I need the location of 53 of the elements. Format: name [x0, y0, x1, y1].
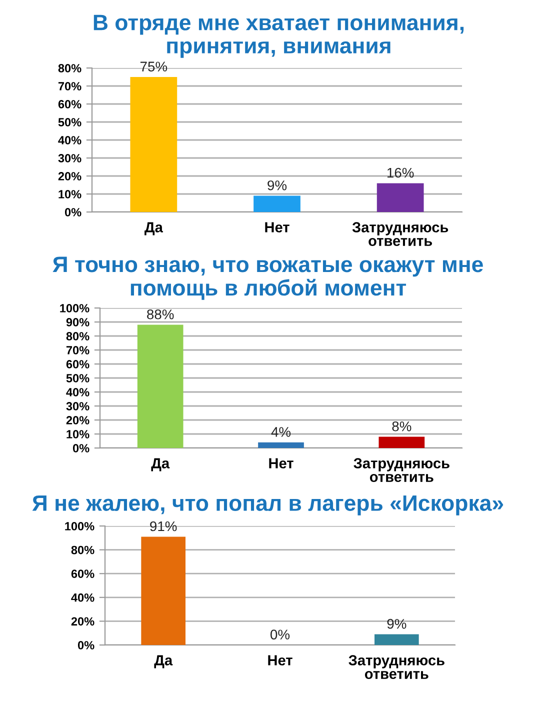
y-tick-label: 0%: [64, 208, 82, 216]
data-label: 8%: [392, 421, 412, 432]
y-tick-label: 90%: [66, 318, 90, 326]
bar: [378, 436, 425, 448]
bar: [258, 442, 304, 448]
bar: [137, 324, 184, 448]
data-label: 0%: [270, 630, 290, 640]
y-tick-label: 60%: [66, 360, 90, 368]
y-tick-label: 30%: [58, 154, 82, 162]
x-tick-label: Затрудняюсь ответить: [354, 458, 450, 482]
x-tick-label: Затрудняюсь ответить: [352, 222, 448, 246]
y-tick-label: 100%: [60, 304, 90, 312]
bar: [376, 183, 424, 212]
y-tick-label: 40%: [71, 593, 94, 602]
y-tick-label: 100%: [65, 522, 94, 530]
data-label: 88%: [147, 309, 174, 320]
x-tick-label: Нет: [269, 458, 294, 468]
y-tick-label: 0%: [78, 641, 94, 650]
bar: [254, 196, 300, 212]
y-tick-label: 60%: [71, 570, 94, 578]
y-tick-label: 80%: [66, 332, 90, 340]
y-tick-label: 20%: [71, 617, 94, 626]
chart-title: Я не жалею, что попал в лагерь «Искорка»: [32, 495, 504, 516]
y-tick-label: 50%: [58, 118, 82, 126]
chart-title: В отряде мне хватает понимания, принятия, внимания: [94, 14, 464, 58]
data-label: 9%: [268, 180, 287, 190]
x-tick-label: Нет: [268, 655, 292, 666]
y-tick-label: 30%: [66, 402, 90, 410]
y-tick-label: 40%: [66, 388, 90, 396]
x-tick-label: Да: [151, 458, 170, 472]
y-tick-label: 20%: [66, 416, 90, 424]
y-tick-label: 70%: [66, 346, 90, 354]
x-tick-label: Нет: [265, 222, 290, 232]
x-tick-label: Да: [144, 222, 164, 236]
y-tick-label: 50%: [66, 374, 90, 382]
y-tick-label: 10%: [66, 430, 90, 438]
y-tick-label: 10%: [58, 190, 82, 198]
x-tick-label: Да: [154, 655, 173, 668]
y-tick-label: 80%: [58, 64, 82, 72]
data-label: 16%: [387, 168, 414, 178]
data-label: 75%: [140, 62, 168, 72]
data-label: 4%: [271, 427, 291, 437]
data-label: 9%: [387, 618, 406, 629]
y-tick-label: 80%: [71, 546, 94, 554]
y-tick-label: 70%: [58, 82, 82, 90]
y-tick-label: 40%: [58, 136, 82, 144]
chart-title: Я точно знаю, что вожатые окажут мне помощь в любой момент: [52, 256, 483, 300]
bar: [130, 77, 178, 212]
y-tick-label: 0%: [72, 444, 90, 452]
y-tick-label: 20%: [58, 172, 82, 180]
y-tick-label: 60%: [58, 100, 82, 108]
x-tick-label: Затрудняюсь ответить: [348, 655, 444, 680]
data-label: 91%: [150, 521, 177, 532]
